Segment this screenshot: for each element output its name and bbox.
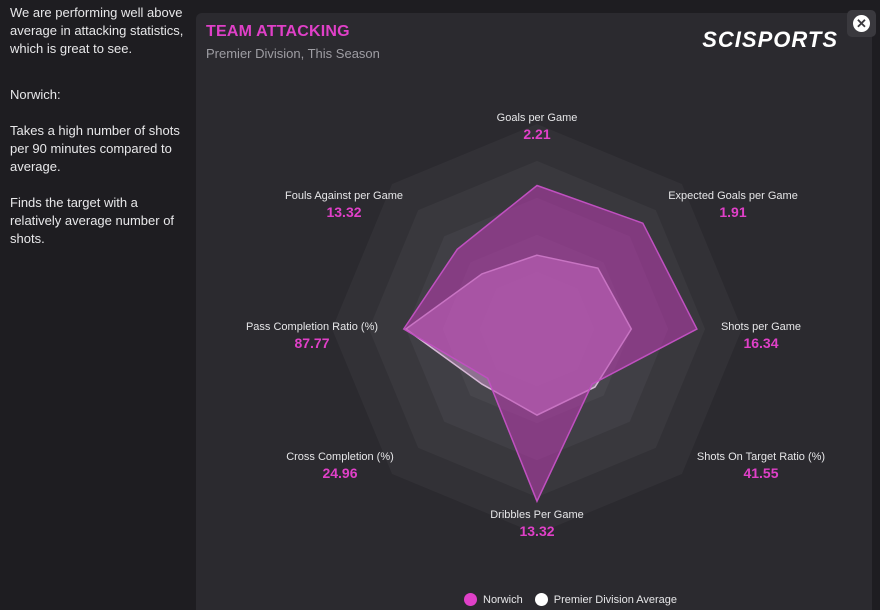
axis-label: Fouls Against per Game 13.32 [285,189,403,221]
panel-title: TEAM ATTACKING [206,23,350,40]
sidebar-team-label: Norwich: [10,87,61,102]
close-button[interactable]: ✕ [847,10,876,37]
axis-name: Cross Completion (%) [286,451,394,463]
axis-value: 1.91 [719,204,747,220]
axis-value: 16.34 [743,335,779,351]
axis-value: 41.55 [743,465,779,481]
axis-label: Dribbles Per Game 13.32 [490,508,584,540]
close-icon: ✕ [853,15,870,32]
sidebar-point-shots: Takes a high number of shots per 90 minu… [10,123,180,174]
legend-label-norwich: Norwich [483,593,523,606]
scisports-logo: SCISPORTS [702,27,838,52]
axis-value: 2.21 [523,126,551,142]
axis-value: 24.96 [322,465,358,481]
sidebar-intro-text: We are performing well above average in … [10,5,184,56]
legend-item-average[interactable]: Premier Division Average [534,593,678,606]
chart-panel: TEAM ATTACKING Premier Division, This Se… [196,13,872,610]
axis-name: Pass Completion Ratio (%) [245,321,379,333]
chart-legend: Norwich Premier Division Average [464,593,689,606]
axis-label: Goals per Game 2.21 [497,111,578,143]
legend-dot-norwich [464,593,477,606]
axis-name: Expected Goals per Game [668,190,798,202]
axis-value: 13.32 [326,204,362,220]
axis-label: Shots On Target Ratio (%) 41.55 [697,450,825,482]
series-norwich-polygon [402,184,698,504]
axis-label: Expected Goals per Game 1.91 [668,189,798,221]
axis-label: Shots per Game 16.34 [721,320,801,352]
panel-subtitle: Premier Division, This Season [206,46,380,61]
axis-name: Fouls Against per Game [284,190,404,202]
axis-value: 87.77 [294,335,330,351]
legend-label-average: Premier Division Average [553,593,678,606]
axis-name: Dribbles Per Game [490,509,584,521]
axis-label: Cross Completion (%) 24.96 [286,450,394,482]
axis-name: Shots On Target Ratio (%) [696,451,826,463]
sidebar: We are performing well above average in … [0,0,196,610]
radar-chart [332,124,742,534]
axis-name: Shots per Game [720,321,802,333]
legend-item-norwich[interactable]: Norwich [464,593,523,606]
axis-label: Pass Completion Ratio (%) 87.77 [246,320,378,352]
legend-dot-average [534,593,548,606]
axis-value: 13.32 [519,523,555,539]
axis-name: Goals per Game [496,112,578,124]
sidebar-point-target: Finds the target with a relatively avera… [10,195,175,246]
